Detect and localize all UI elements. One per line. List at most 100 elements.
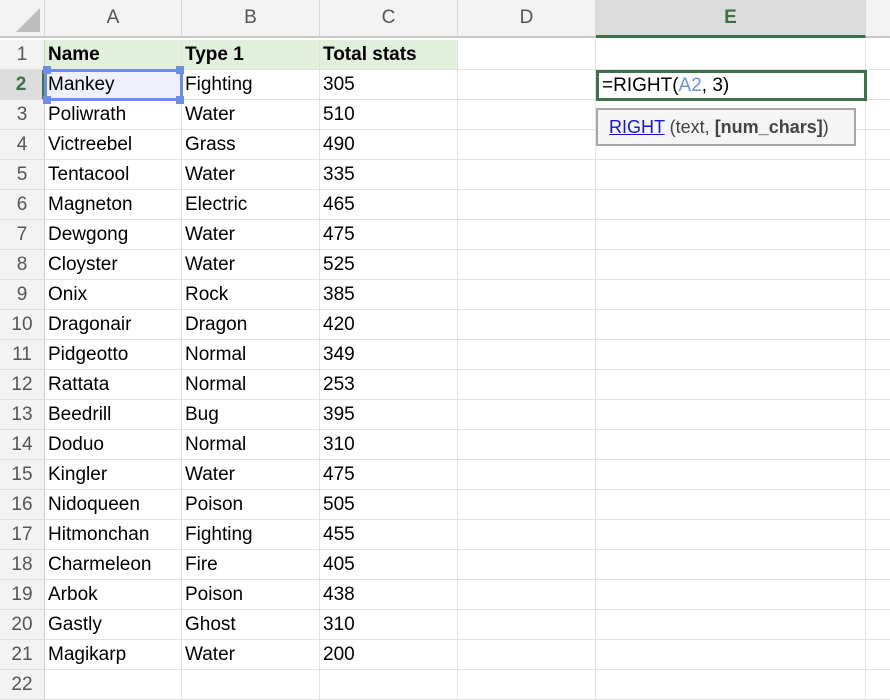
cell-b10[interactable]: Dragon bbox=[182, 310, 320, 340]
row-header-3[interactable]: 3 bbox=[0, 100, 45, 130]
row-header-17[interactable]: 17 bbox=[0, 520, 45, 550]
cell-f4[interactable] bbox=[866, 130, 890, 160]
cell-f17[interactable] bbox=[866, 520, 890, 550]
cell-e1[interactable] bbox=[596, 40, 866, 70]
cell-f18[interactable] bbox=[866, 550, 890, 580]
cell-d8[interactable] bbox=[458, 250, 596, 280]
cell-d21[interactable] bbox=[458, 640, 596, 670]
cell-c13[interactable]: 395 bbox=[320, 400, 458, 430]
cell-a6[interactable]: Magneton bbox=[45, 190, 182, 220]
cell-e15[interactable] bbox=[596, 460, 866, 490]
cell-f19[interactable] bbox=[866, 580, 890, 610]
row-header-16[interactable]: 16 bbox=[0, 490, 45, 520]
cell-e13[interactable] bbox=[596, 400, 866, 430]
cell-d6[interactable] bbox=[458, 190, 596, 220]
cell-d10[interactable] bbox=[458, 310, 596, 340]
cell-d1[interactable] bbox=[458, 40, 596, 70]
cell-a8[interactable]: Cloyster bbox=[45, 250, 182, 280]
cell-b17[interactable]: Fighting bbox=[182, 520, 320, 550]
cell-d2[interactable] bbox=[458, 70, 596, 100]
cell-a12[interactable]: Rattata bbox=[45, 370, 182, 400]
cell-f12[interactable] bbox=[866, 370, 890, 400]
cell-c3[interactable]: 510 bbox=[320, 100, 458, 130]
function-help-link[interactable]: RIGHT bbox=[609, 117, 665, 137]
cell-d17[interactable] bbox=[458, 520, 596, 550]
cell-a20[interactable]: Gastly bbox=[45, 610, 182, 640]
cell-e12[interactable] bbox=[596, 370, 866, 400]
cell-f11[interactable] bbox=[866, 340, 890, 370]
cell-c14[interactable]: 310 bbox=[320, 430, 458, 460]
cell-e18[interactable] bbox=[596, 550, 866, 580]
cell-b15[interactable]: Water bbox=[182, 460, 320, 490]
row-header-19[interactable]: 19 bbox=[0, 580, 45, 610]
cell-b8[interactable]: Water bbox=[182, 250, 320, 280]
cell-f7[interactable] bbox=[866, 220, 890, 250]
cell-e11[interactable] bbox=[596, 340, 866, 370]
cell-d18[interactable] bbox=[458, 550, 596, 580]
row-header-7[interactable]: 7 bbox=[0, 220, 45, 250]
cell-e16[interactable] bbox=[596, 490, 866, 520]
cell-f10[interactable] bbox=[866, 310, 890, 340]
column-header-f[interactable] bbox=[866, 0, 890, 38]
cell-a3[interactable]: Poliwrath bbox=[45, 100, 182, 130]
cell-d7[interactable] bbox=[458, 220, 596, 250]
cell-e22[interactable] bbox=[596, 670, 866, 700]
row-header-22[interactable]: 22 bbox=[0, 670, 45, 700]
cell-b6[interactable]: Electric bbox=[182, 190, 320, 220]
selection-handle[interactable] bbox=[43, 96, 51, 104]
cell-f16[interactable] bbox=[866, 490, 890, 520]
column-header-d[interactable]: D bbox=[458, 0, 596, 38]
cell-b13[interactable]: Bug bbox=[182, 400, 320, 430]
cell-b12[interactable]: Normal bbox=[182, 370, 320, 400]
cell-b2[interactable]: Fighting bbox=[182, 70, 320, 100]
cell-f14[interactable] bbox=[866, 430, 890, 460]
formula-cell-editor[interactable]: =RIGHT(A2, 3) bbox=[596, 70, 867, 101]
cell-c9[interactable]: 385 bbox=[320, 280, 458, 310]
selection-handle[interactable] bbox=[43, 66, 51, 74]
row-header-4[interactable]: 4 bbox=[0, 130, 45, 160]
cell-d4[interactable] bbox=[458, 130, 596, 160]
cell-a14[interactable]: Doduo bbox=[45, 430, 182, 460]
row-header-20[interactable]: 20 bbox=[0, 610, 45, 640]
cell-a22[interactable] bbox=[45, 670, 182, 700]
cell-f15[interactable] bbox=[866, 460, 890, 490]
cell-d13[interactable] bbox=[458, 400, 596, 430]
cell-d19[interactable] bbox=[458, 580, 596, 610]
cell-e17[interactable] bbox=[596, 520, 866, 550]
cell-d5[interactable] bbox=[458, 160, 596, 190]
cell-d15[interactable] bbox=[458, 460, 596, 490]
cell-a1[interactable]: Name bbox=[45, 40, 182, 70]
cell-e6[interactable] bbox=[596, 190, 866, 220]
cell-d3[interactable] bbox=[458, 100, 596, 130]
cell-c19[interactable]: 438 bbox=[320, 580, 458, 610]
cell-d22[interactable] bbox=[458, 670, 596, 700]
cell-c1[interactable]: Total stats bbox=[320, 40, 458, 70]
selection-handle[interactable] bbox=[176, 66, 184, 74]
cell-c15[interactable]: 475 bbox=[320, 460, 458, 490]
cell-b22[interactable] bbox=[182, 670, 320, 700]
cell-b11[interactable]: Normal bbox=[182, 340, 320, 370]
row-header-11[interactable]: 11 bbox=[0, 340, 45, 370]
cell-c22[interactable] bbox=[320, 670, 458, 700]
row-header-21[interactable]: 21 bbox=[0, 640, 45, 670]
cell-c21[interactable]: 200 bbox=[320, 640, 458, 670]
row-header-18[interactable]: 18 bbox=[0, 550, 45, 580]
cell-a13[interactable]: Beedrill bbox=[45, 400, 182, 430]
cell-d12[interactable] bbox=[458, 370, 596, 400]
cell-a11[interactable]: Pidgeotto bbox=[45, 340, 182, 370]
column-header-e[interactable]: E bbox=[596, 0, 866, 38]
cell-c4[interactable]: 490 bbox=[320, 130, 458, 160]
cell-f2[interactable] bbox=[866, 70, 890, 100]
row-header-6[interactable]: 6 bbox=[0, 190, 45, 220]
row-header-12[interactable]: 12 bbox=[0, 370, 45, 400]
cell-a10[interactable]: Dragonair bbox=[45, 310, 182, 340]
cell-d16[interactable] bbox=[458, 490, 596, 520]
cell-a16[interactable]: Nidoqueen bbox=[45, 490, 182, 520]
cell-c12[interactable]: 253 bbox=[320, 370, 458, 400]
cell-c8[interactable]: 525 bbox=[320, 250, 458, 280]
cell-b21[interactable]: Water bbox=[182, 640, 320, 670]
cell-c20[interactable]: 310 bbox=[320, 610, 458, 640]
cell-f3[interactable] bbox=[866, 100, 890, 130]
row-header-1[interactable]: 1 bbox=[0, 40, 45, 70]
cell-f20[interactable] bbox=[866, 610, 890, 640]
